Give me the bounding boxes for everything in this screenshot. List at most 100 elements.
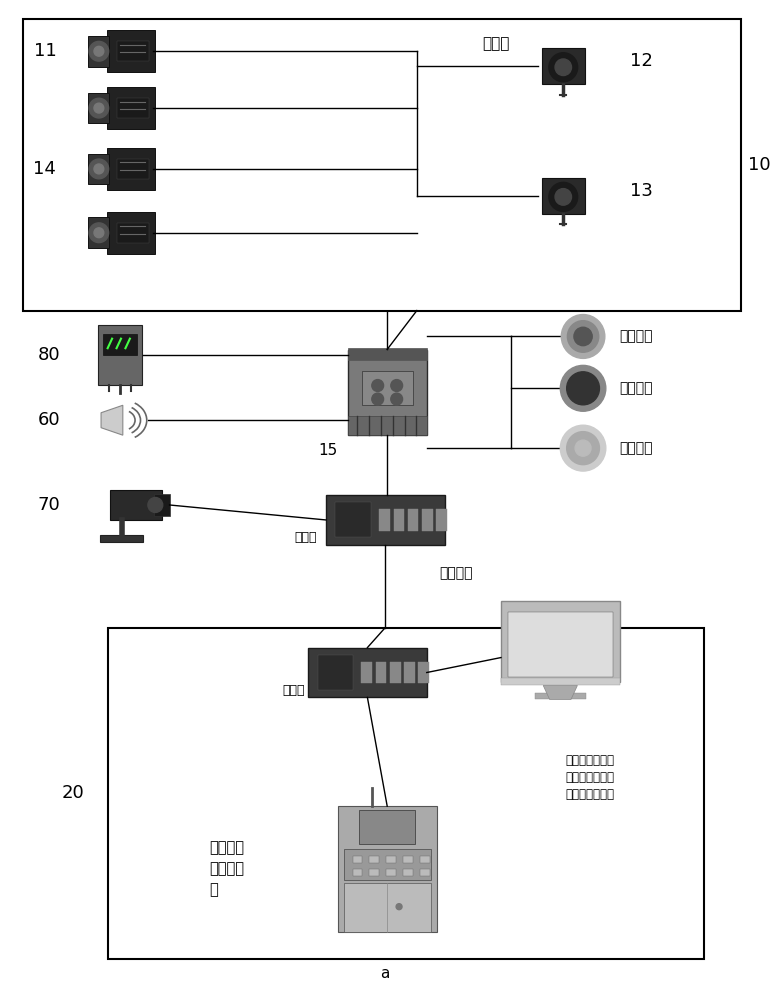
Text: 70: 70 — [37, 496, 61, 514]
Text: 13: 13 — [629, 182, 653, 200]
Circle shape — [372, 380, 384, 391]
FancyBboxPatch shape — [404, 662, 415, 683]
Text: 开斗信号: 开斗信号 — [620, 329, 653, 343]
Circle shape — [560, 425, 606, 471]
Circle shape — [94, 103, 104, 113]
Circle shape — [148, 498, 162, 512]
FancyBboxPatch shape — [100, 535, 144, 542]
Text: 控制台用
于远程控
制: 控制台用 于远程控 制 — [209, 840, 244, 897]
Circle shape — [549, 182, 577, 211]
FancyBboxPatch shape — [419, 662, 429, 683]
Circle shape — [555, 59, 572, 76]
FancyBboxPatch shape — [117, 98, 149, 118]
Text: 15: 15 — [319, 443, 337, 458]
FancyBboxPatch shape — [390, 662, 401, 683]
Polygon shape — [543, 685, 577, 699]
Text: 80: 80 — [37, 346, 60, 364]
FancyBboxPatch shape — [501, 678, 620, 685]
Text: 闭斗信号: 闭斗信号 — [620, 381, 653, 395]
FancyBboxPatch shape — [508, 612, 612, 677]
Text: 鸣笛信号: 鸣笛信号 — [620, 441, 653, 455]
Circle shape — [566, 372, 599, 405]
FancyBboxPatch shape — [88, 154, 109, 184]
Circle shape — [567, 321, 599, 352]
FancyBboxPatch shape — [336, 502, 371, 537]
FancyBboxPatch shape — [110, 490, 162, 520]
FancyBboxPatch shape — [338, 806, 437, 932]
FancyBboxPatch shape — [308, 648, 427, 697]
FancyBboxPatch shape — [88, 36, 109, 67]
FancyBboxPatch shape — [347, 348, 427, 360]
FancyBboxPatch shape — [369, 856, 379, 863]
Circle shape — [566, 432, 599, 465]
FancyBboxPatch shape — [501, 601, 620, 682]
FancyBboxPatch shape — [347, 350, 427, 435]
FancyBboxPatch shape — [98, 325, 142, 385]
FancyBboxPatch shape — [326, 495, 444, 545]
FancyBboxPatch shape — [88, 217, 109, 248]
FancyBboxPatch shape — [403, 856, 413, 863]
Circle shape — [94, 228, 104, 238]
Circle shape — [575, 440, 591, 456]
FancyBboxPatch shape — [408, 509, 419, 531]
FancyBboxPatch shape — [422, 509, 433, 531]
Circle shape — [94, 46, 104, 56]
FancyBboxPatch shape — [353, 856, 362, 863]
Circle shape — [391, 393, 402, 405]
Text: 14: 14 — [33, 160, 57, 178]
Polygon shape — [101, 405, 123, 435]
Text: 60: 60 — [37, 411, 60, 429]
Text: 交换机: 交换机 — [294, 531, 317, 544]
Circle shape — [549, 53, 577, 82]
FancyBboxPatch shape — [420, 856, 430, 863]
FancyBboxPatch shape — [386, 856, 396, 863]
Circle shape — [372, 393, 384, 405]
Circle shape — [561, 315, 605, 358]
FancyBboxPatch shape — [420, 869, 430, 876]
FancyBboxPatch shape — [117, 223, 149, 243]
Text: 光纤连接: 光纤连接 — [440, 566, 473, 580]
FancyBboxPatch shape — [353, 869, 362, 876]
Circle shape — [89, 159, 109, 179]
FancyBboxPatch shape — [376, 662, 386, 683]
Text: 10: 10 — [748, 156, 771, 174]
Circle shape — [89, 41, 109, 61]
FancyBboxPatch shape — [154, 494, 169, 516]
FancyBboxPatch shape — [361, 662, 372, 683]
FancyBboxPatch shape — [542, 178, 585, 214]
FancyBboxPatch shape — [436, 509, 447, 531]
FancyBboxPatch shape — [88, 93, 109, 123]
FancyBboxPatch shape — [107, 87, 155, 129]
Text: 工控机用于查看
现场画面，查看
并记录放料数据: 工控机用于查看 现场画面，查看 并记录放料数据 — [565, 754, 615, 801]
FancyBboxPatch shape — [343, 883, 430, 932]
Text: a: a — [381, 966, 390, 981]
FancyBboxPatch shape — [379, 509, 390, 531]
FancyBboxPatch shape — [362, 371, 413, 405]
Circle shape — [555, 189, 572, 205]
FancyBboxPatch shape — [347, 416, 427, 435]
FancyBboxPatch shape — [107, 30, 155, 72]
FancyBboxPatch shape — [318, 655, 354, 690]
Circle shape — [89, 98, 109, 118]
Text: 11: 11 — [33, 42, 56, 60]
FancyBboxPatch shape — [386, 869, 396, 876]
Text: 本地端: 本地端 — [483, 36, 510, 51]
FancyBboxPatch shape — [343, 849, 430, 880]
Text: 交换机: 交换机 — [282, 684, 305, 697]
FancyBboxPatch shape — [117, 41, 149, 61]
Circle shape — [391, 380, 402, 391]
Text: 12: 12 — [629, 52, 653, 70]
Circle shape — [89, 223, 109, 243]
FancyBboxPatch shape — [107, 212, 155, 254]
FancyBboxPatch shape — [403, 869, 413, 876]
Circle shape — [396, 904, 402, 910]
FancyBboxPatch shape — [107, 148, 155, 190]
Circle shape — [574, 327, 592, 346]
FancyBboxPatch shape — [103, 334, 137, 355]
Circle shape — [94, 164, 104, 174]
FancyBboxPatch shape — [369, 869, 379, 876]
FancyBboxPatch shape — [535, 693, 586, 699]
FancyBboxPatch shape — [117, 159, 149, 179]
Text: 20: 20 — [61, 784, 84, 802]
FancyBboxPatch shape — [393, 509, 404, 531]
